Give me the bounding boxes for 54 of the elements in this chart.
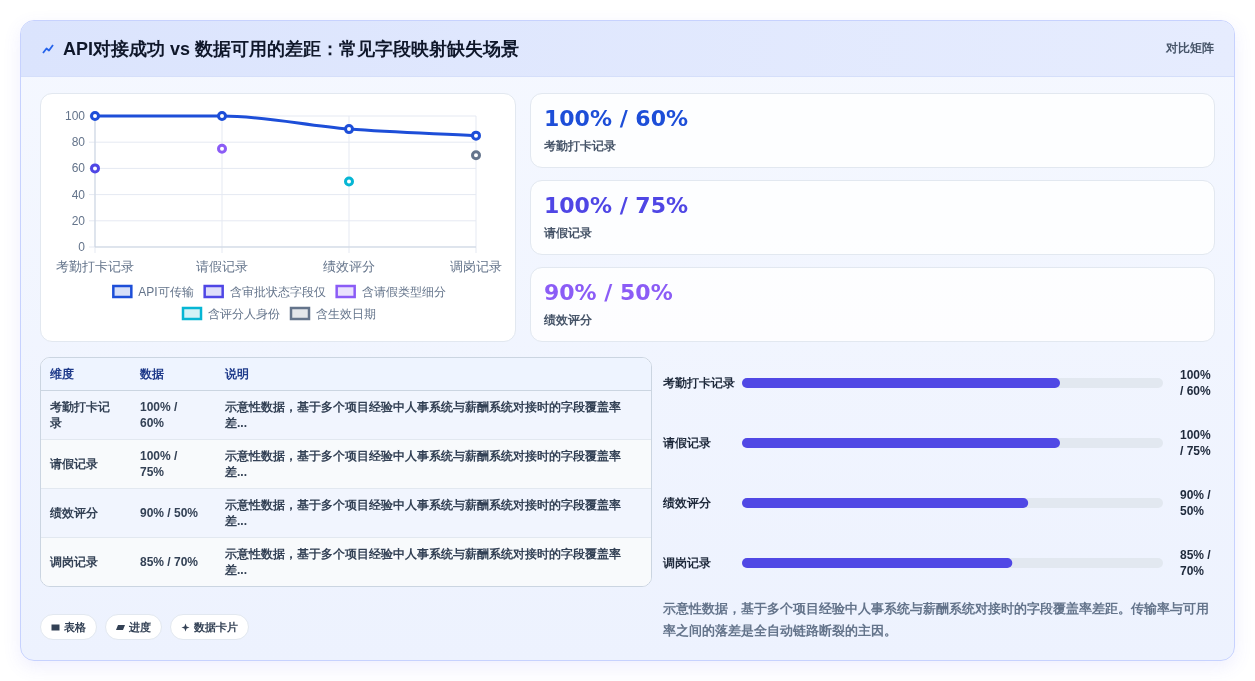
x-tick-label: 绩效评分 <box>323 258 375 274</box>
text: 90% / 50% <box>544 280 673 305</box>
data-label: 100% / 60% <box>1180 368 1212 398</box>
point <box>471 150 481 161</box>
legend-label: API可传输 <box>138 285 194 299</box>
x-tick-label: 考勤打卡记录 <box>56 258 134 274</box>
text: 100% / 60% <box>140 400 178 430</box>
category-label: 维度 <box>41 358 131 391</box>
text: 90% / 50% <box>140 506 199 520</box>
category-label: 数据 <box>131 358 216 391</box>
text: 进度 <box>129 619 151 635</box>
data-label: 100% / 75% <box>1180 428 1212 458</box>
point <box>471 130 481 141</box>
text: 对比矩阵 <box>1166 40 1214 56</box>
point <box>344 176 354 187</box>
x-tick-label: 调岗记录 <box>450 258 502 274</box>
text: 100% / 75% <box>544 193 688 218</box>
text: 示意性数据，基于多个项目经验中人事系统与薪酬系统对接时的字段覆盖率差... <box>225 449 621 479</box>
y-tick-label: 40 <box>71 187 86 202</box>
point <box>217 111 227 121</box>
y-tick-label: 请假记录 <box>662 436 711 450</box>
legend-label: 含审批状态字段仅 <box>229 285 326 299</box>
category-label: 说明 <box>216 358 651 391</box>
legend-label: 含生效日期 <box>316 307 376 321</box>
text: 数据卡片 <box>194 619 238 635</box>
text: 示意性数据，基于多个项目经验中人事系统与薪酬系统对接时的字段覆盖率差距。传输率与可用率之间的落差是全自动链路断裂的主因。 <box>663 600 1210 640</box>
text: 示意性数据，基于多个项目经验中人事系统与薪酬系统对接时的字段覆盖率差... <box>225 498 621 528</box>
point <box>90 111 100 121</box>
y-tick-label: 考勤打卡记录 <box>662 376 735 390</box>
y-tick-label: 0 <box>78 240 86 254</box>
text: 表格 <box>64 619 86 635</box>
category-label: 请假记录 <box>544 225 592 241</box>
y-tick-label: 80 <box>71 135 86 150</box>
text: 100% / 75% <box>140 449 178 479</box>
text: 示意性数据，基于多个项目经验中人事系统与薪酬系统对接时的字段覆盖率差... <box>225 547 621 577</box>
legend-label: 含请假类型细分 <box>361 285 446 299</box>
y-tick-label: 调岗记录 <box>662 556 711 570</box>
text: API对接成功 vs 数据可用的差距：常见字段映射缺失场景 <box>63 38 520 61</box>
text: 100% / 60% <box>544 106 688 131</box>
data-label: 85% / 70% <box>1180 548 1212 578</box>
y-tick-label: 100 <box>64 109 86 123</box>
y-tick-label: 绩效评分 <box>662 496 712 510</box>
category-label: 绩效评分 <box>544 312 592 328</box>
text: 85% / 70% <box>140 555 199 569</box>
y-tick-label: 60 <box>71 161 86 176</box>
point <box>90 163 100 174</box>
x-tick-label: 请假记录 <box>196 258 248 274</box>
text: 示意性数据，基于多个项目经验中人事系统与薪酬系统对接时的字段覆盖率差... <box>225 400 621 430</box>
legend-label: 含评分人身份 <box>208 307 280 321</box>
category-label: 考勤打卡记录 <box>544 138 616 154</box>
point <box>217 143 227 154</box>
y-tick-label: 20 <box>71 213 86 228</box>
data-label: 90% / 50% <box>1180 488 1212 518</box>
point <box>344 124 354 135</box>
